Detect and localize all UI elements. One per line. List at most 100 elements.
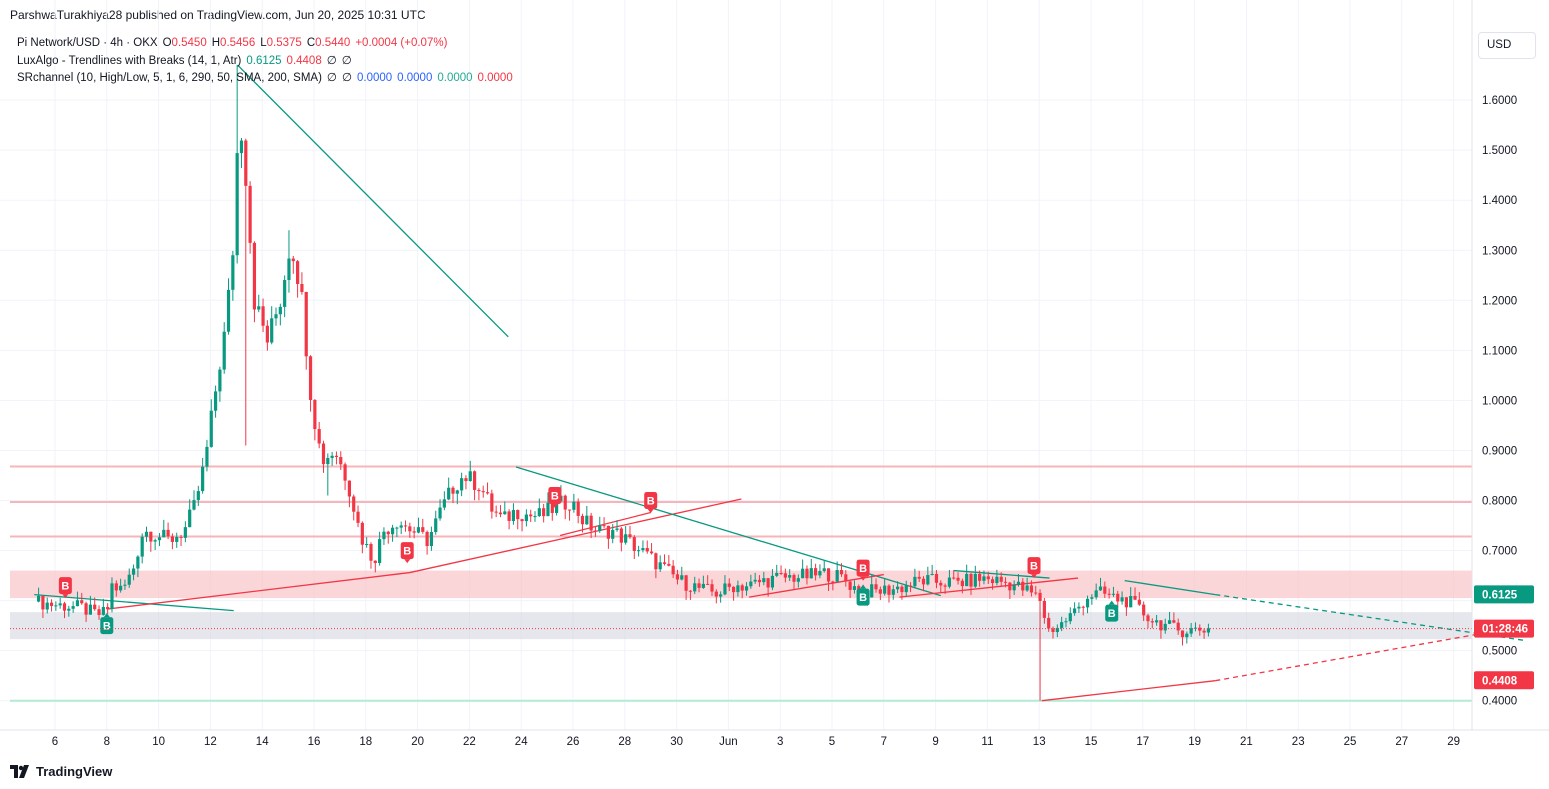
- candle-body: [1060, 622, 1064, 628]
- candle-body: [1163, 623, 1167, 631]
- break-marker: B: [100, 613, 114, 635]
- candle-body: [1107, 593, 1111, 595]
- candle-body: [667, 563, 671, 566]
- candle-body: [645, 548, 649, 552]
- legend-indicator-srchannel[interactable]: SRchannel (10, High/Low, 5, 1, 6, 290, 5…: [17, 70, 513, 88]
- candle-body: [792, 575, 796, 582]
- price-tick-label: 0.9000: [1482, 445, 1517, 457]
- candle-body: [222, 331, 226, 370]
- break-marker: B: [856, 584, 870, 606]
- candle-body: [826, 568, 831, 582]
- candle-body: [464, 478, 468, 482]
- candle-body: [205, 446, 209, 467]
- candle-body: [179, 536, 183, 538]
- time-tick-label: 5: [829, 736, 835, 748]
- candle-body: [373, 560, 377, 564]
- candle-body: [671, 565, 675, 575]
- time-tick-label: 20: [411, 736, 424, 748]
- candle-body: [1021, 581, 1025, 591]
- price-chart[interactable]: B B B B B B B B B 1.6000 1.5000 1.4000 1.3000 1.2000…: [0, 0, 1549, 760]
- close-value: 0.5440: [315, 37, 351, 49]
- candle-body: [248, 185, 252, 243]
- candle-body: [1016, 581, 1021, 586]
- candle-body: [960, 580, 964, 587]
- candle-body: [809, 568, 813, 579]
- candle-body: [278, 306, 282, 315]
- candle-body: [546, 502, 550, 517]
- time-axis[interactable]: 6 8 10 12 14 16 18 20 22 24 26 28 30 Jun 3 5 7 9 11 13 15 17 1…: [52, 736, 1460, 748]
- candle-body: [982, 576, 986, 581]
- break-marker-pointer: [62, 594, 69, 599]
- candle-body: [291, 258, 295, 262]
- candle-body: [900, 586, 904, 593]
- trendline: [237, 64, 509, 338]
- candle-body: [71, 606, 75, 609]
- candle-body: [80, 600, 84, 604]
- candle-body: [1189, 628, 1193, 634]
- currency-button[interactable]: USD: [1478, 32, 1536, 59]
- time-tick-label: 6: [52, 736, 58, 748]
- candle-body: [507, 511, 511, 521]
- candle-body: [460, 478, 464, 491]
- break-marker-pointer: [404, 559, 411, 564]
- price-axis[interactable]: 1.6000 1.5000 1.4000 1.3000 1.2000 1.1000 1.00…: [1482, 95, 1517, 708]
- price-tick-label: 1.0000: [1482, 395, 1517, 407]
- candle-body: [624, 534, 628, 543]
- candle-body: [641, 548, 645, 551]
- candle-body: [542, 508, 546, 517]
- break-marker: B: [856, 559, 870, 581]
- break-marker-label: B: [647, 496, 655, 508]
- indicator-value: 0.0000: [397, 72, 433, 84]
- candle-body: [572, 501, 576, 510]
- break-marker-box: [58, 577, 72, 595]
- candle-body: [136, 556, 140, 569]
- candle-body: [1137, 599, 1141, 605]
- trendline: [899, 577, 1079, 598]
- candle-body: [304, 291, 308, 357]
- tradingview-logo[interactable]: TradingView: [10, 764, 112, 779]
- candle-body: [822, 568, 826, 572]
- price-label-text: 0.6125: [1482, 589, 1518, 601]
- candle-body: [317, 429, 321, 444]
- legend-symbol-row[interactable]: Pi Network/USD · 4h · OKX O 0.5450 H 0.545…: [17, 35, 513, 53]
- candle-body: [481, 491, 485, 493]
- candle-body: [106, 607, 110, 610]
- candle-body: [231, 255, 235, 290]
- candle-body: [494, 511, 498, 513]
- candle-body: [934, 574, 939, 583]
- price-tick-label: 0.5000: [1482, 646, 1517, 658]
- candle-body: [239, 140, 244, 154]
- candle-body: [1176, 622, 1180, 631]
- indicator-value: 0.4408: [286, 54, 322, 67]
- price-label-box: [1474, 671, 1534, 690]
- break-marker-label: B: [1108, 608, 1116, 620]
- candle-body: [1029, 585, 1034, 593]
- candle-body: [1012, 585, 1016, 591]
- change-value: +0.0004 (+0.07%): [355, 37, 448, 49]
- candle-body: [213, 391, 218, 411]
- candle-body: [1198, 627, 1202, 631]
- candle-body: [1068, 613, 1072, 622]
- candle-body: [529, 514, 533, 517]
- candle-body: [537, 508, 541, 517]
- candle-body: [352, 496, 356, 512]
- break-marker-pointer: [551, 504, 558, 509]
- time-tick-label: 21: [1240, 736, 1253, 748]
- candle-body: [606, 525, 610, 539]
- candle-body: [503, 511, 507, 515]
- candle-body: [770, 575, 775, 588]
- candle-body: [598, 525, 602, 532]
- candle-body: [334, 455, 339, 458]
- candle-body: [196, 491, 200, 501]
- candle-body: [472, 471, 477, 490]
- candle-body: [369, 544, 373, 561]
- candle-body: [943, 585, 947, 587]
- candle-body: [736, 585, 740, 593]
- legend-indicator-luxalgo[interactable]: LuxAlgo - Trendlines with Breaks (14, 1,…: [17, 53, 513, 71]
- candle-body: [434, 518, 438, 533]
- candle-body: [753, 579, 757, 582]
- published-info: ParshwaTurakhiya28 published on TradingV…: [10, 8, 426, 22]
- time-tick-label: 19: [1188, 736, 1201, 748]
- candle-body: [261, 306, 265, 326]
- candle-body: [67, 608, 71, 611]
